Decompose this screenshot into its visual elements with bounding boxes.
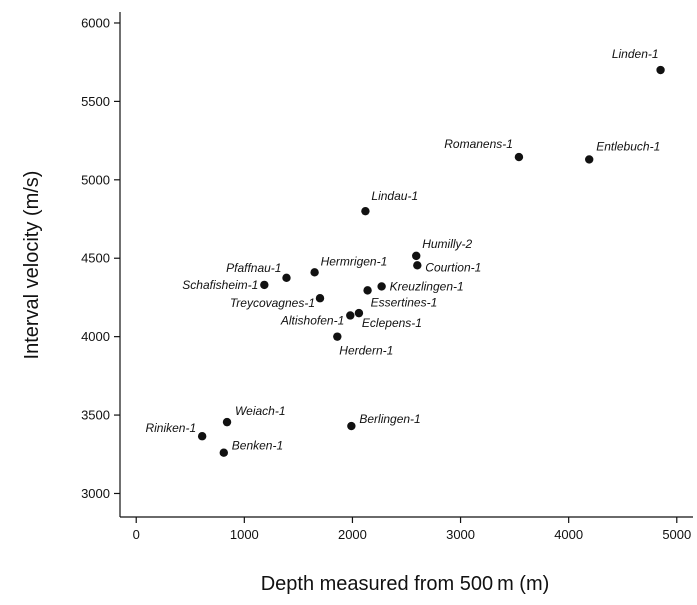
y-axis-title: Interval velocity (m/s) [21,171,43,360]
point-label: Weiach-1 [235,404,285,418]
data-point [260,280,269,290]
y-tick-label: 4000 [81,329,110,344]
point-labels: Linden-1 Romanens-1 Entlebuch-1 Lindau-1 Hum… [145,47,660,453]
point-label: Kreuzlingen-1 [390,279,464,293]
point-label: Pfaffnau-1 [226,261,281,275]
data-point [354,308,364,318]
point-label: Romanens-1 [444,137,513,151]
data-point [363,286,372,295]
x-tick-label: 0 [133,527,140,542]
data-point [222,417,232,427]
point-label: Courtion-1 [425,260,481,274]
point-label: Schafisheim-1 [182,278,258,292]
point-label: Altishofen-1 [280,313,344,327]
data-point [310,268,319,277]
x-tick-label: 2000 [338,527,367,542]
y-tick-label: 3000 [81,486,110,501]
axes [119,12,693,518]
y-tick-label: 3500 [81,408,110,423]
data-point [197,432,207,441]
y-tick-label: 5000 [81,172,110,187]
y-tick-label: 4500 [81,251,110,266]
x-tick-label: 1000 [230,527,259,542]
y-ticks: 3000 3500 4000 4500 5000 5500 6000 [81,15,120,501]
y-tick-label: 5500 [81,94,110,109]
point-label: Entlebuch-1 [596,139,660,153]
data-point [315,294,325,303]
data-point [377,282,386,291]
data-point [514,152,524,162]
data-point [656,65,665,75]
data-point [333,332,342,341]
x-ticks: 0 1000 2000 3000 4000 5000 [133,517,691,542]
point-label: Riniken-1 [145,421,196,435]
data-point [585,155,594,164]
point-label: Lindau-1 [371,189,418,203]
point-label: Eclepens-1 [362,316,422,330]
data-point [282,273,291,283]
x-tick-label: 3000 [446,527,475,542]
data-point [412,251,421,261]
point-label: Benken-1 [232,439,283,453]
y-tick-label: 6000 [81,15,110,30]
point-label: Linden-1 [612,47,659,61]
data-point [219,448,228,457]
data-point [413,261,422,270]
point-label: Herdern-1 [339,344,393,358]
x-tick-label: 5000 [662,527,691,542]
point-label: Essertines-1 [371,295,438,309]
data-point [361,206,370,216]
point-label: Hermrigen-1 [321,254,388,268]
point-label: Berlingen-1 [359,412,420,426]
x-axis-title: Depth measured from 500 m (m) [261,573,550,595]
x-tick-label: 4000 [554,527,583,542]
data-point [347,421,356,431]
data-points [197,65,665,457]
point-label: Treycovagnes-1 [230,296,315,310]
point-label: Humilly-2 [422,237,472,251]
data-point [346,311,355,320]
